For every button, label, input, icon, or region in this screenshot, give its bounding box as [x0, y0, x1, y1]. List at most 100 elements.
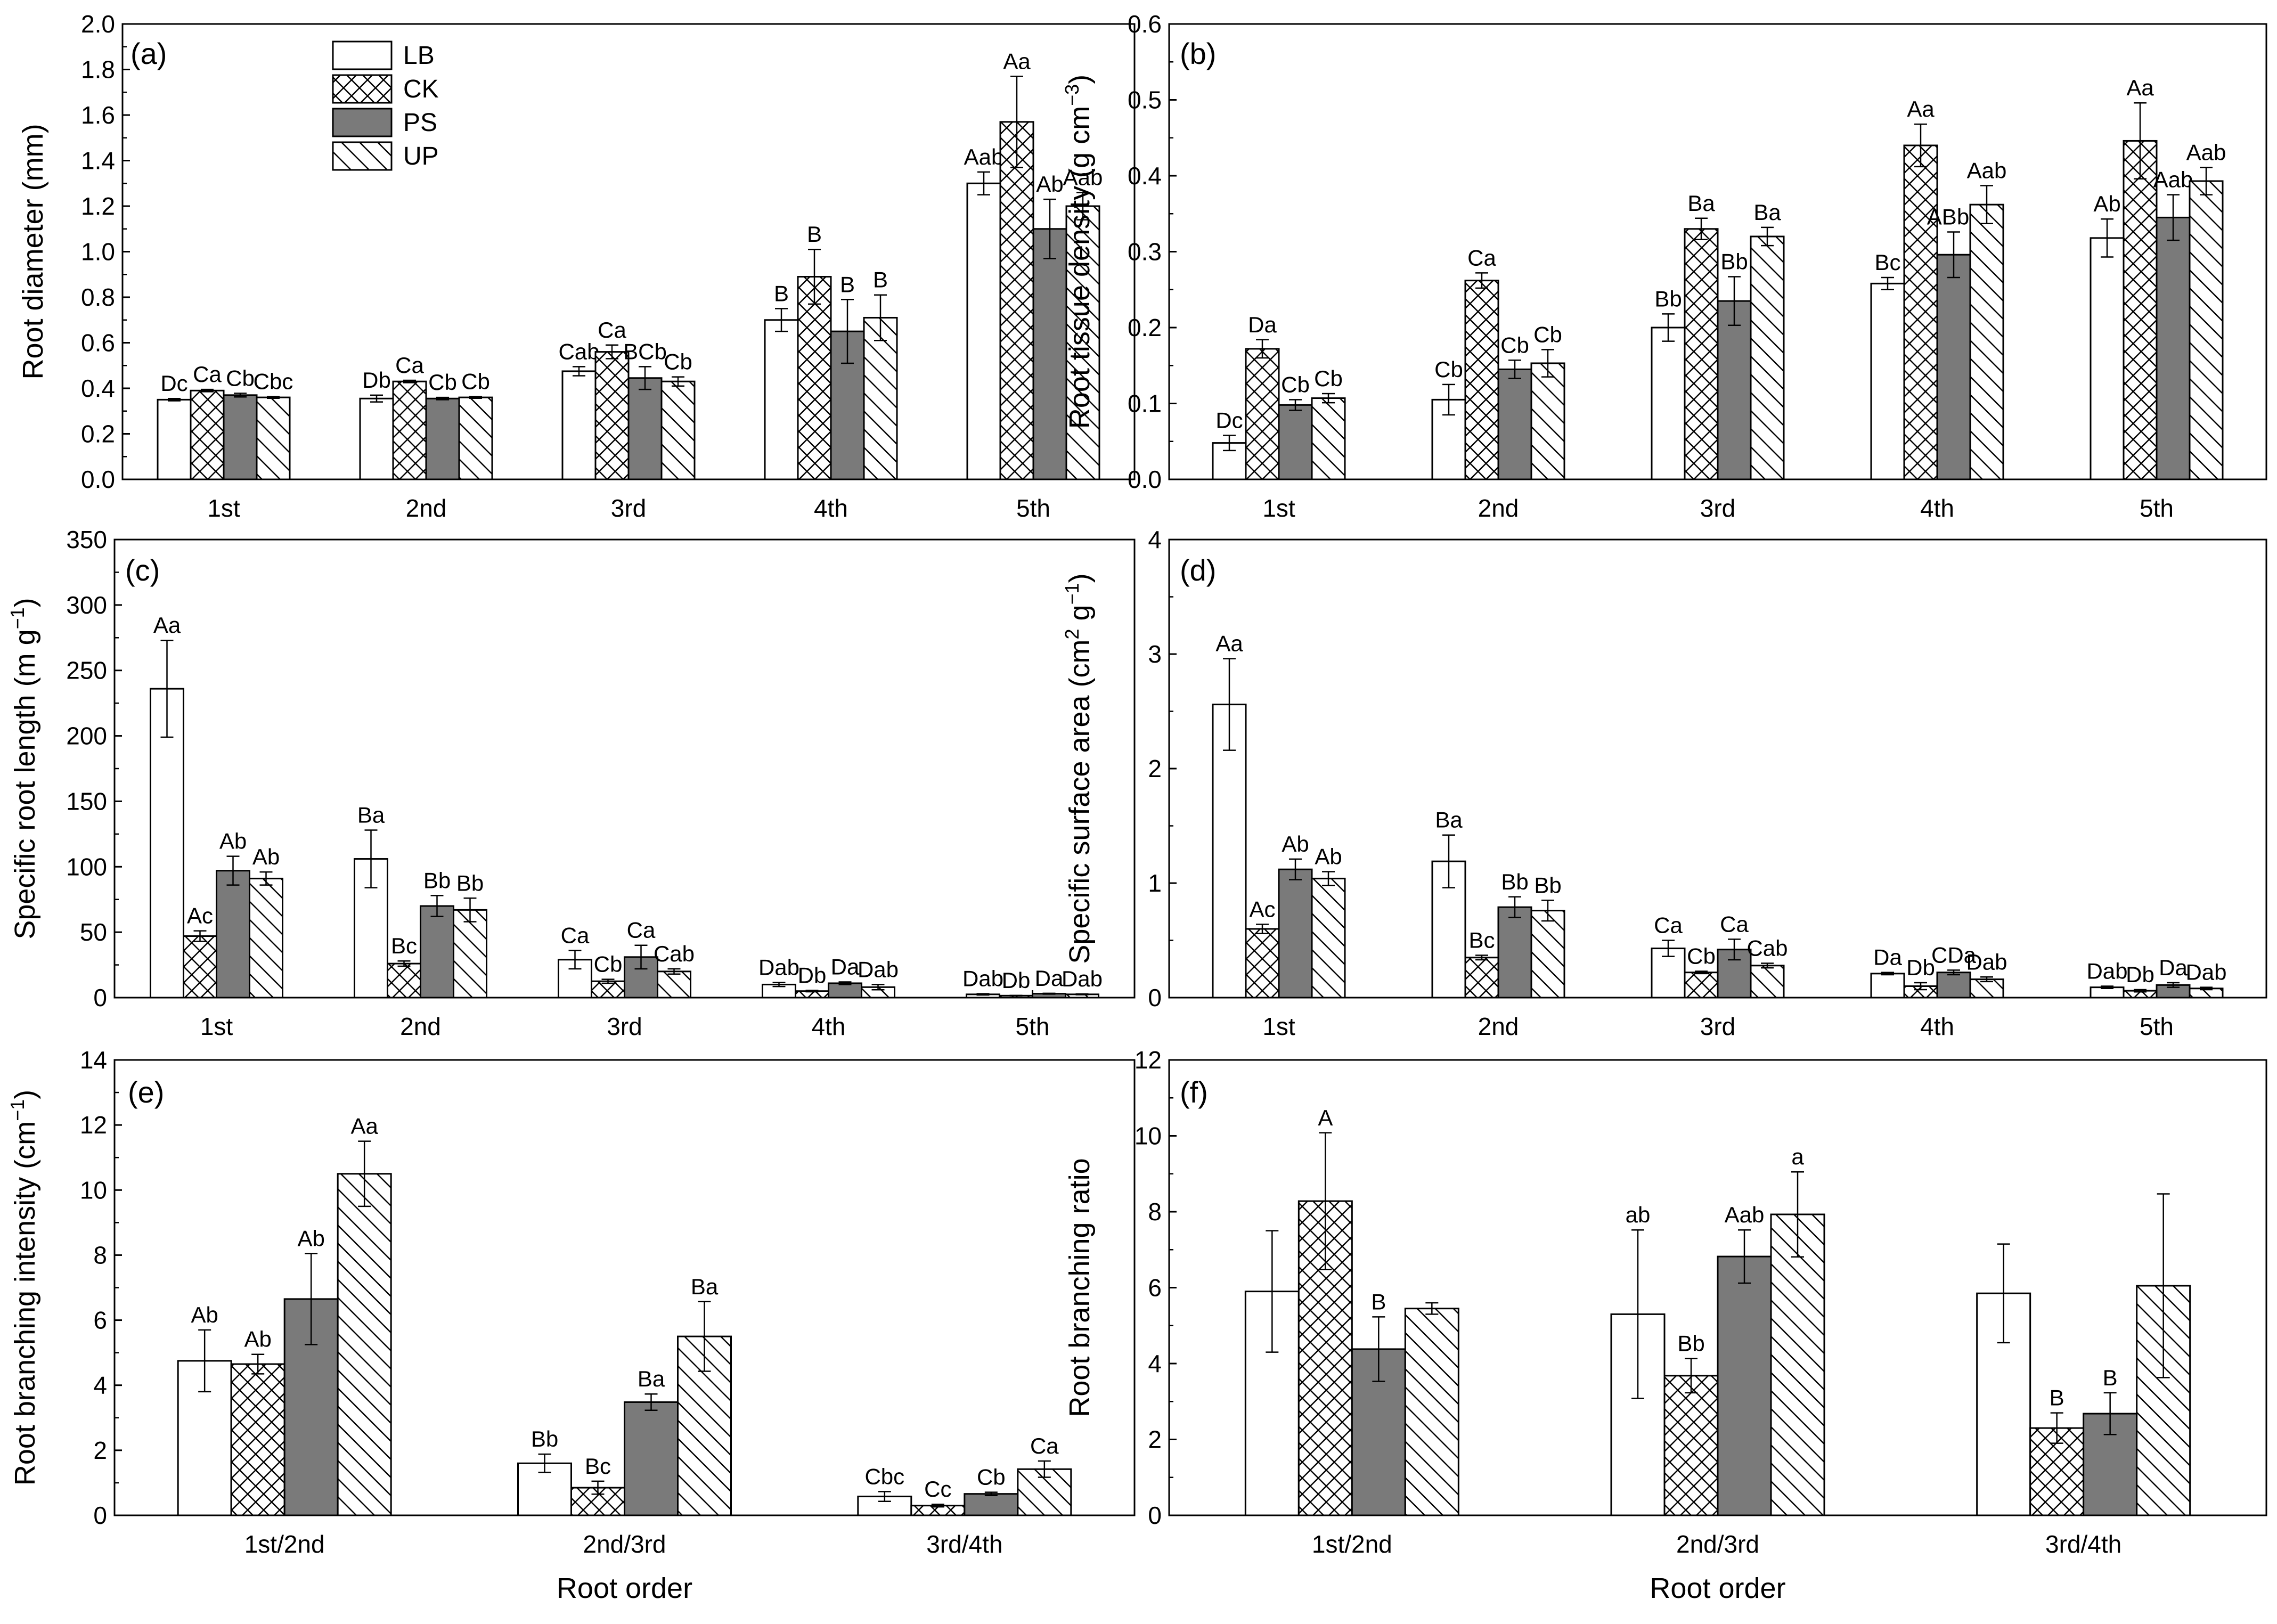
y-tick-label: 14 — [80, 1046, 107, 1074]
significance-letter: Ab — [1282, 831, 1309, 856]
significance-letter: Ba — [691, 1274, 719, 1299]
y-tick-label: 0 — [93, 984, 107, 1011]
bar-ck — [999, 121, 1034, 480]
significance-letter: Da — [831, 954, 860, 980]
significance-letter: Bb — [531, 1426, 558, 1451]
x-tick-label: 4th — [814, 494, 848, 522]
significance-letter: Dab — [1966, 949, 2007, 974]
y-tick-label: 8 — [1148, 1198, 1162, 1226]
significance-letter: Db — [798, 962, 827, 988]
y-tick-label: 6 — [93, 1307, 107, 1334]
y-tick-label: 1.6 — [81, 101, 115, 129]
significance-letter: B — [2103, 1365, 2118, 1390]
bar-ps — [223, 394, 258, 480]
significance-letter: Dc — [160, 371, 187, 396]
significance-letter: Ac — [187, 903, 213, 928]
x-tick-label: 2nd/3rd — [583, 1530, 666, 1558]
bar-up — [1404, 1308, 1459, 1516]
significance-letter: Cb — [226, 365, 255, 390]
significance-letter: Aab — [964, 144, 1004, 169]
significance-letter: Dab — [2185, 960, 2226, 985]
bar-lb — [150, 688, 184, 999]
panel-a-root-diameter: 0.0 0.2 0.4 0.6 0.8 1.0 1.2 1.4 1.6 1.8 2.0 (a) Root… — [17, 10, 1136, 522]
x-tick-label: 2nd — [1478, 494, 1519, 522]
bar-ck — [797, 276, 832, 480]
bar-lb — [1212, 704, 1247, 999]
bar-ck — [387, 962, 421, 999]
y-tick-label: 350 — [66, 526, 107, 553]
significance-letter: Bb — [1720, 249, 1748, 274]
bar-ck — [1684, 972, 1719, 999]
y-tick-label: 0.0 — [81, 466, 115, 493]
significance-letter: Cbc — [864, 1464, 904, 1489]
significance-letter: Db — [1002, 968, 1031, 993]
bar-ps — [2156, 216, 2191, 480]
panel-f-root-branching-ratio: 0 2 4 6 8 10 12 (f) Root branching ratio 1st/2nd A… — [1064, 1046, 2267, 1604]
significance-letter: Dab — [962, 966, 1003, 991]
x-tick-label: 1st/2nd — [1312, 1530, 1392, 1558]
significance-letter: Aa — [350, 1114, 378, 1139]
significance-letter: a — [1791, 1144, 1804, 1169]
significance-letter: Ab — [219, 829, 247, 854]
y-tick-label: 4 — [93, 1372, 107, 1399]
significance-letter: Ca — [1720, 911, 1749, 936]
significance-letter: A — [1318, 1105, 1333, 1130]
panel-label: (e) — [128, 1075, 164, 1109]
significance-letter: Cb — [428, 370, 457, 395]
significance-letter: BCb — [623, 339, 667, 364]
bar-ps — [627, 377, 663, 480]
significance-letter: Aa — [2126, 75, 2154, 100]
significance-letter: Bc — [585, 1454, 611, 1479]
bar-ck — [594, 351, 630, 480]
significance-letter: Cb — [461, 369, 490, 394]
y-tick-label: 150 — [66, 787, 107, 815]
significance-letter: Ca — [627, 918, 656, 943]
bar-ck — [183, 935, 217, 999]
y-tick-label: 0.0 — [1128, 466, 1162, 493]
significance-letter: Bb — [423, 868, 451, 893]
significance-letter: Ca — [193, 362, 222, 387]
bar-up — [458, 396, 493, 480]
y-tick-label: 1.2 — [81, 192, 115, 220]
bar-ps — [425, 397, 460, 480]
significance-letter: Ca — [1030, 1433, 1059, 1458]
y-tick-label: 4 — [1148, 526, 1162, 553]
bar-lb — [1870, 282, 1905, 480]
significance-letter: Ca — [561, 923, 590, 948]
significance-letter: B — [807, 222, 822, 247]
bar-lb — [1651, 327, 1686, 480]
legend: LB CK PS UP — [332, 40, 439, 171]
legend-label-up: UP — [403, 142, 439, 170]
bar-lb — [157, 398, 192, 480]
significance-letter: Cab — [1746, 936, 1788, 961]
bar-ps — [420, 905, 454, 999]
x-tick-label: 1st — [1262, 1013, 1295, 1040]
significance-letter: Ba — [1435, 807, 1463, 833]
significance-letter: B — [2050, 1385, 2064, 1410]
x-tick-label: 3rd — [1700, 1013, 1735, 1040]
y-tick-label: 0.6 — [1128, 10, 1162, 38]
significance-letter: Da — [1873, 945, 1902, 970]
panel-label: (c) — [125, 553, 160, 587]
y-tick-label: 0 — [1148, 984, 1162, 1011]
significance-letter: Aab — [1063, 165, 1103, 190]
significance-letter: Ca — [395, 353, 424, 378]
x-tick-label: 3rd — [611, 494, 646, 522]
significance-letter: Cb — [1281, 372, 1310, 397]
significance-letter: Ab — [191, 1302, 218, 1327]
y-tick-label: 0.2 — [1128, 314, 1162, 341]
y-tick-label: 200 — [66, 722, 107, 750]
x-tick-label: 3rd/4th — [926, 1530, 1002, 1558]
y-axis-label: Root diameter (mm) — [17, 124, 49, 379]
significance-letter: Da — [1248, 312, 1277, 337]
significance-letter: Aa — [1003, 48, 1031, 74]
legend-swatch-ps — [332, 108, 393, 137]
y-tick-label: 2 — [1148, 1426, 1162, 1454]
significance-letter: B — [840, 272, 855, 297]
x-tick-label: 1st — [1262, 494, 1295, 522]
bar-ck — [1464, 280, 1499, 480]
significance-letter: Cab — [558, 339, 599, 364]
x-tick-label: 5th — [1016, 1013, 1050, 1040]
bar-ps — [1717, 1255, 1772, 1516]
y-tick-label: 10 — [1135, 1122, 1162, 1150]
